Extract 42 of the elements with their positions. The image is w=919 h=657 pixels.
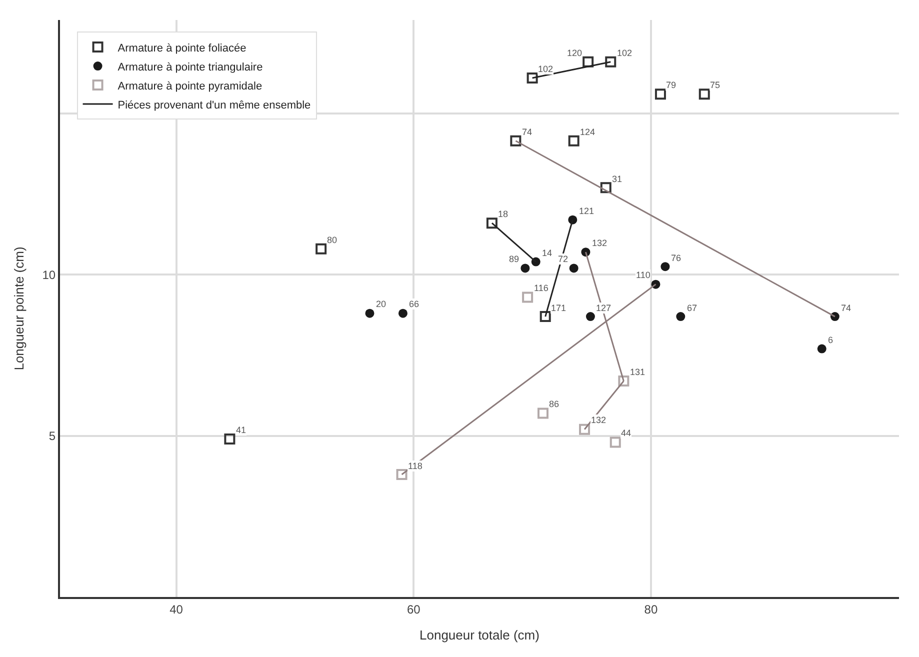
x-axis-title: Longueur totale (cm) — [420, 628, 540, 642]
annotation: 102 — [538, 64, 554, 74]
annotation: 110 — [636, 270, 650, 280]
annotation: 116 — [534, 283, 548, 293]
annotation: 124 — [580, 127, 596, 137]
annotation: 44 — [621, 428, 632, 438]
annotation: 121 — [579, 206, 594, 216]
annotation: 14 — [542, 248, 552, 258]
annotation: 20 — [376, 299, 386, 309]
legend-label: Armature à pointe triangulaire — [118, 61, 263, 74]
y-tick-label: 5 — [48, 429, 56, 444]
annotation: 127 — [596, 303, 612, 313]
x-tick-label: 80 — [644, 602, 658, 616]
legend-label: Piéces provenant d'un même ensemble — [118, 99, 311, 112]
y-tick-label: 10 — [42, 268, 56, 282]
annotation: 132 — [591, 415, 606, 425]
annotation: 118 — [408, 461, 422, 471]
annotation: 120 — [567, 48, 582, 58]
legend-label: Armature à pointe pyramidale — [118, 80, 262, 92]
annotation: 31 — [612, 174, 622, 184]
annotation: 18 — [498, 209, 508, 219]
annotation: 72 — [558, 254, 568, 264]
annotation: 6 — [828, 335, 834, 345]
annotation: 41 — [236, 425, 246, 435]
annotation: 102 — [617, 48, 632, 58]
legend-label: Armature à pointe foliacée — [118, 42, 246, 54]
x-tick-label: 40 — [170, 602, 184, 616]
annotation: 131 — [630, 367, 646, 377]
x-tick-label: 60 — [406, 602, 421, 616]
annotation: 66 — [409, 299, 420, 309]
annotation: 67 — [687, 303, 698, 313]
annotation: 89 — [509, 254, 520, 264]
annotation: 74 — [522, 127, 532, 137]
y-axis-title: Longueur pointe (cm) — [12, 246, 27, 370]
annotation: 76 — [671, 253, 682, 263]
annotation: 86 — [549, 399, 560, 409]
annotation: 171 — [551, 303, 566, 313]
annotation: 75 — [710, 80, 720, 90]
annotation: 79 — [666, 80, 676, 90]
annotation: 80 — [327, 235, 338, 245]
annotation: 132 — [592, 238, 608, 248]
annotation: 74 — [841, 303, 852, 313]
